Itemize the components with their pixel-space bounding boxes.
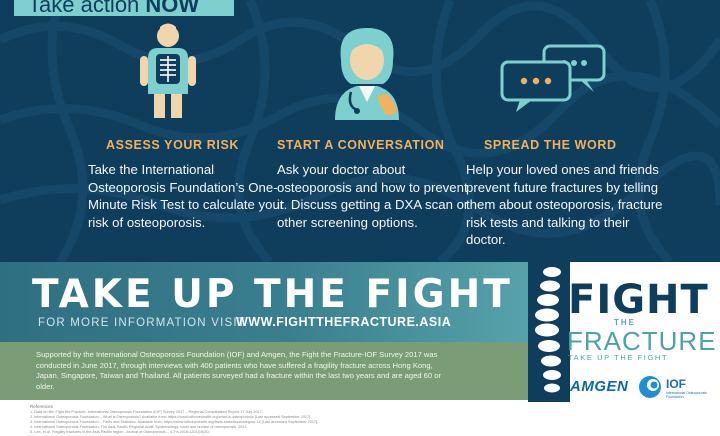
action-section: Take action NOW ASSESS YOUR RISK Take th… xyxy=(0,0,720,262)
start-conversation-title: START A CONVERSATION xyxy=(277,138,445,152)
the-logo-text: THE xyxy=(614,318,636,327)
reference-line: 5. Lee, et al. Fragility fractures in th… xyxy=(30,430,210,434)
reference-line: 1. Data on file: Fight the Fracture–Inte… xyxy=(30,410,263,414)
doctor-phone-icon xyxy=(335,28,399,120)
banner-prefix: Take action xyxy=(28,0,146,16)
assess-risk-body: Take the International Osteoporosis Foun… xyxy=(88,162,285,230)
take-action-banner: Take action NOW xyxy=(14,0,234,16)
support-text: Supported by the International Osteoporo… xyxy=(36,350,441,391)
reference-line: 2. International Osteoporosis Foundation… xyxy=(30,415,312,419)
info-prefix: FOR MORE INFORMATION VISIT xyxy=(38,317,246,329)
fight-logo-text: FIGHT xyxy=(568,277,709,323)
fight-headline: TAKE UP THE FIGHT xyxy=(32,272,513,317)
speech-bubbles-icon xyxy=(500,44,606,112)
logo-tagline: TAKE UP THE FIGHT xyxy=(568,353,669,362)
fracture-logo-text: FRACTURE xyxy=(567,326,717,356)
references-title: References xyxy=(30,404,54,409)
xray-person-icon xyxy=(140,23,196,118)
amgen-logo: AMGEN xyxy=(570,378,629,395)
iof-logo-icon xyxy=(639,376,661,398)
website-link[interactable]: WWW.FIGHTTHEFRACTURE.ASIA xyxy=(236,315,452,329)
references-section xyxy=(0,400,720,436)
assess-risk-title: ASSESS YOUR RISK xyxy=(106,138,240,152)
banner-highlight: NOW xyxy=(145,0,200,16)
spread-word-title: SPREAD THE WORD xyxy=(484,138,617,152)
spread-word-body: Help your loved ones and friends prevent… xyxy=(466,162,663,248)
iof-logo-subtitle: International Osteoporosis Foundation xyxy=(666,391,707,399)
start-conversation-body: Ask your doctor about osteoporosis and h… xyxy=(277,162,469,230)
iof-logo-text: IOF xyxy=(666,377,686,391)
reference-line: 3. International Osteoporosis Foundation… xyxy=(30,420,319,424)
reference-line: 4. International Osteoporosis Foundation… xyxy=(30,425,248,429)
spine-graphic xyxy=(530,262,570,402)
